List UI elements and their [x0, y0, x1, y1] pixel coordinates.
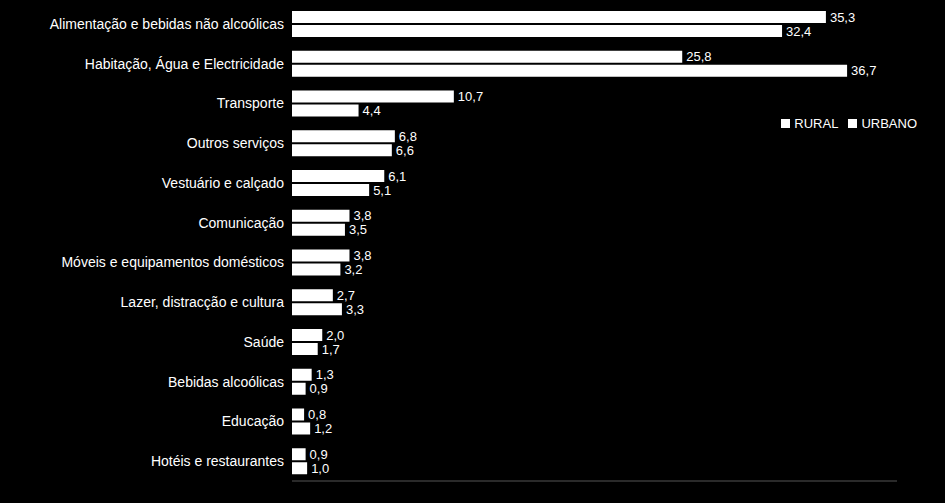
svg-text:3,3: 3,3	[346, 302, 364, 317]
svg-text:5,1: 5,1	[373, 183, 391, 198]
svg-text:6,1: 6,1	[388, 169, 406, 184]
svg-text:1,3: 1,3	[316, 367, 334, 382]
svg-text:Móveis e equipamentos doméstic: Móveis e equipamentos domésticos	[61, 254, 284, 270]
svg-text:35,3: 35,3	[830, 10, 855, 25]
svg-text:0,9: 0,9	[310, 447, 328, 462]
svg-text:3,8: 3,8	[353, 248, 371, 263]
svg-text:3,8: 3,8	[353, 208, 371, 223]
svg-text:25,8: 25,8	[686, 49, 711, 64]
svg-text:10,7: 10,7	[458, 89, 483, 104]
html-text:RURAL: RURAL	[794, 116, 839, 131]
svg-text:Saúde: Saúde	[244, 334, 285, 350]
svg-text:6,6: 6,6	[396, 143, 414, 158]
svg-text:6,8: 6,8	[399, 129, 417, 144]
svg-text:1,2: 1,2	[314, 421, 332, 436]
svg-text:Alimentação e bebidas não alco: Alimentação e bebidas não alcoólicas	[50, 16, 284, 32]
svg-text:Hotéis e restaurantes: Hotéis e restaurantes	[151, 453, 284, 469]
svg-text:Educação: Educação	[222, 413, 284, 429]
svg-text:0,8: 0,8	[308, 407, 326, 422]
svg-text:2,7: 2,7	[337, 288, 355, 303]
svg-text:Comunicação: Comunicação	[198, 215, 284, 231]
svg-text:4,4: 4,4	[363, 103, 381, 118]
svg-text:Habitação, Água e Electricidad: Habitação, Água e Electricidade	[85, 56, 284, 72]
svg-text:36,7: 36,7	[851, 63, 876, 78]
svg-text:1,7: 1,7	[322, 342, 340, 357]
svg-text:Transporte: Transporte	[217, 95, 284, 111]
svg-text:Outros serviços: Outros serviços	[187, 135, 284, 151]
svg-text:3,2: 3,2	[344, 262, 362, 277]
svg-text:Vestuário e calçado: Vestuário e calçado	[162, 175, 284, 191]
svg-text:3,5: 3,5	[349, 222, 367, 237]
svg-text:Bebidas alcoólicas: Bebidas alcoólicas	[168, 374, 284, 390]
svg-text:2,0: 2,0	[326, 328, 344, 343]
svg-text:1,0: 1,0	[311, 461, 329, 476]
html-text:URBANO: URBANO	[861, 116, 917, 131]
svg-text:Lazer, distracção e cultura: Lazer, distracção e cultura	[121, 294, 285, 310]
svg-text:0,9: 0,9	[310, 381, 328, 396]
svg-text:32,4: 32,4	[786, 24, 811, 39]
